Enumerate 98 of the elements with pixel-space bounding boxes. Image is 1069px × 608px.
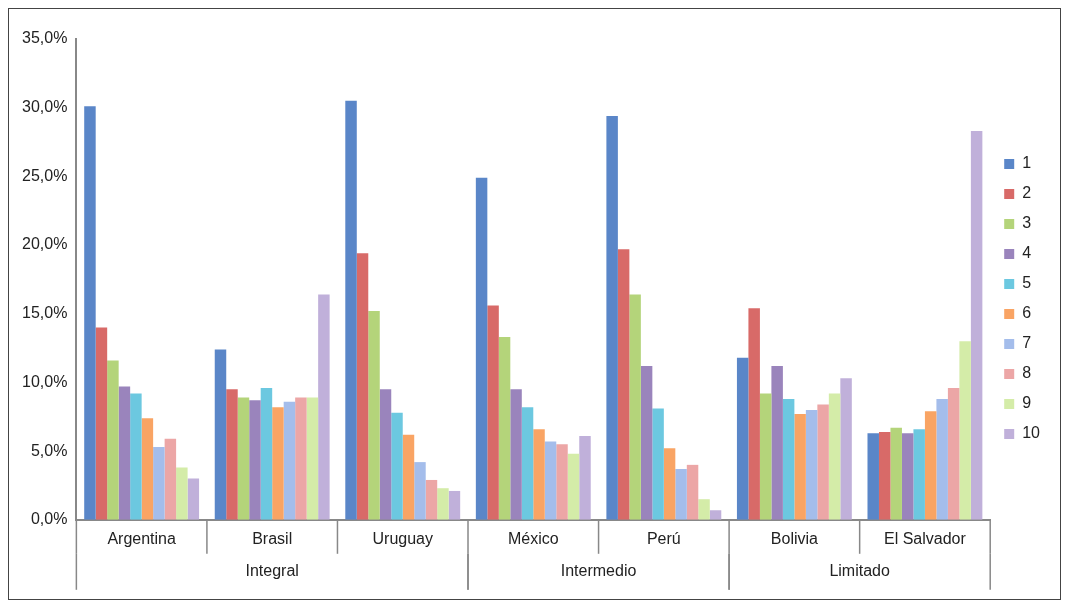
bar — [391, 412, 403, 520]
bar — [748, 308, 760, 520]
bar — [878, 431, 891, 520]
y-tick-label: 20,0% — [21, 235, 68, 253]
bar — [226, 389, 238, 520]
bar — [345, 100, 357, 520]
y-tick-label: 0,0% — [30, 510, 68, 528]
bar — [901, 433, 914, 520]
text: Limitado — [829, 562, 890, 580]
bar — [402, 434, 415, 520]
bar — [759, 393, 772, 520]
bar — [736, 357, 749, 520]
bar — [164, 438, 177, 520]
bar — [675, 468, 687, 520]
bar — [368, 311, 380, 520]
bar — [425, 479, 438, 520]
bar — [95, 327, 108, 520]
legend-label: 8 — [1022, 364, 1032, 382]
bar — [698, 499, 710, 520]
bar — [947, 387, 960, 520]
bar — [107, 360, 119, 520]
y-tick-label: 5,0% — [30, 441, 68, 459]
bar — [437, 488, 449, 520]
bar — [913, 429, 925, 520]
bar — [176, 467, 188, 520]
bar — [130, 393, 142, 520]
bar — [379, 389, 392, 520]
text: Intermedio — [560, 562, 637, 580]
x-tick-label: Argentina — [107, 529, 176, 547]
x-tick-label: Perú — [646, 529, 681, 547]
bar — [890, 427, 902, 520]
legend-label: 3 — [1022, 214, 1032, 232]
bar — [272, 407, 284, 520]
legend-label: 1 — [1022, 154, 1032, 172]
bar — [153, 446, 165, 520]
bar — [306, 397, 319, 520]
bar — [187, 478, 200, 520]
legend-label: 5 — [1022, 274, 1032, 292]
y-tick-label: 30,0% — [21, 98, 68, 116]
bar — [556, 444, 568, 520]
bar — [652, 408, 664, 520]
bar — [817, 404, 829, 520]
bar — [475, 177, 488, 520]
bar — [356, 253, 369, 520]
bar — [629, 294, 641, 520]
bar — [663, 448, 676, 520]
y-tick-label: 10,0% — [21, 372, 68, 390]
bar — [924, 411, 937, 520]
x-tick-label: El Salvador — [884, 529, 967, 547]
bar — [414, 462, 426, 520]
x-tick-label: Uruguay — [372, 529, 433, 547]
bar — [771, 365, 783, 520]
bar — [448, 490, 461, 520]
bar — [118, 386, 131, 520]
bar — [141, 418, 154, 520]
bar — [640, 365, 653, 520]
legend-label: 2 — [1022, 184, 1032, 202]
bar — [867, 433, 879, 520]
legend-label: 6 — [1022, 304, 1032, 322]
bar — [283, 401, 296, 520]
bar — [970, 131, 983, 520]
bar — [237, 397, 250, 520]
bar — [840, 378, 852, 520]
x-tick-label: Brasil — [252, 529, 293, 547]
bar — [498, 337, 511, 520]
bar — [214, 349, 227, 520]
text: Integral — [245, 562, 299, 580]
y-tick-label: 15,0% — [21, 304, 68, 322]
x-tick-label: Bolivia — [770, 529, 819, 547]
bar — [510, 389, 522, 520]
legend-label: 7 — [1022, 334, 1032, 352]
bar — [487, 305, 499, 520]
bar — [533, 429, 545, 520]
legend-label: 10 — [1022, 424, 1041, 442]
y-tick-label: 25,0% — [21, 166, 68, 184]
bar — [805, 409, 818, 520]
bar — [567, 453, 580, 520]
bar — [606, 115, 618, 520]
legend-label: 9 — [1022, 394, 1032, 412]
legend-label: 4 — [1022, 244, 1032, 262]
x-tick-label: México — [507, 529, 559, 547]
bar — [318, 294, 330, 520]
bar — [617, 249, 630, 520]
bar — [709, 510, 722, 520]
bar — [544, 441, 557, 520]
bar — [794, 414, 806, 520]
bar — [782, 398, 795, 520]
bar — [260, 387, 273, 520]
y-tick-label: 35,0% — [21, 29, 68, 47]
bar — [84, 106, 96, 520]
bar — [295, 397, 307, 520]
bar — [249, 400, 261, 520]
bar — [686, 464, 699, 520]
bar — [521, 407, 534, 520]
bar — [959, 341, 971, 520]
bar — [579, 436, 591, 520]
bar — [936, 398, 948, 520]
bar — [828, 393, 841, 520]
